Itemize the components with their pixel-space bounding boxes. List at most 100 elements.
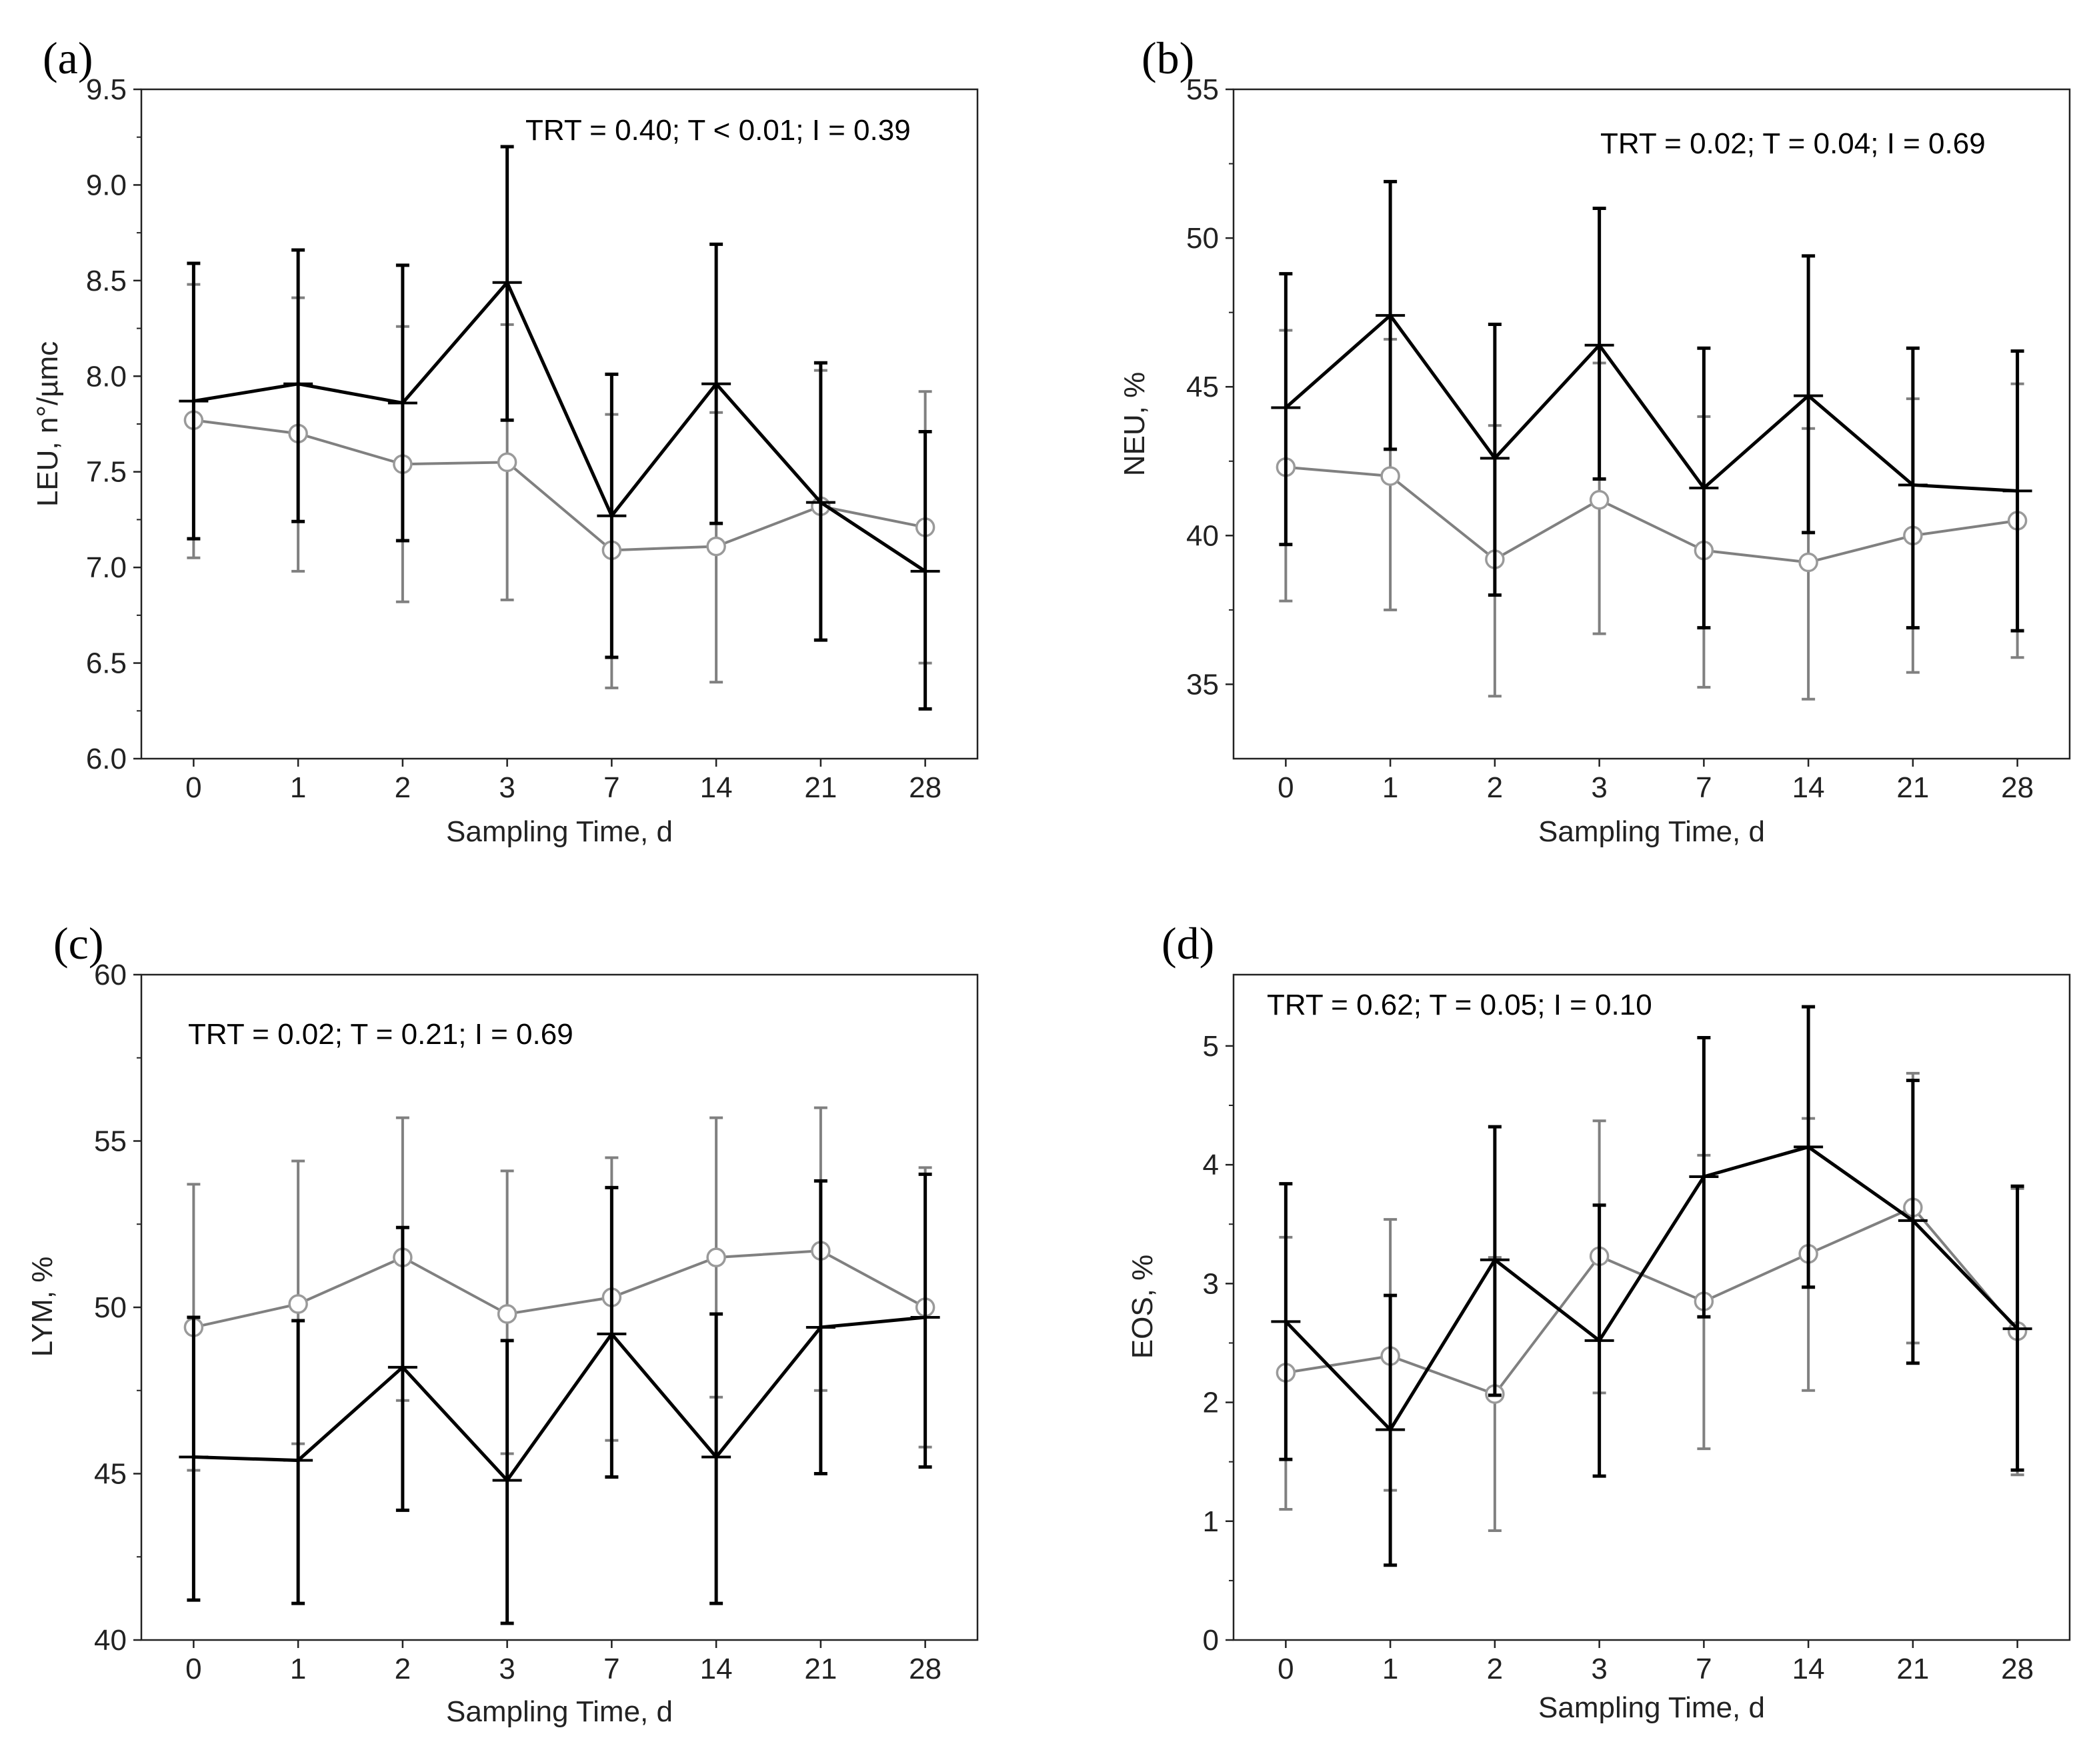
x-tick-label: 7	[603, 771, 619, 804]
plot-area	[140, 973, 979, 1641]
x-tick-label: 28	[2001, 771, 2034, 804]
data-point	[1376, 307, 1406, 324]
panel-label: (a)	[43, 33, 93, 83]
data-point	[1689, 1168, 1719, 1185]
data-point	[1589, 490, 1610, 510]
panel-label: (d)	[1162, 918, 1214, 969]
data-point	[805, 1319, 835, 1335]
data-point	[1898, 477, 1928, 493]
series-black	[1271, 179, 2032, 633]
x-tick-label: 2	[395, 1653, 411, 1685]
x-tick-label: 7	[1696, 771, 1712, 804]
plot-area	[1232, 88, 2071, 760]
data-point	[1794, 1139, 1824, 1155]
panel-label: (b)	[1142, 33, 1194, 83]
x-tick-label: 1	[290, 771, 306, 804]
x-tick-label: 21	[1896, 771, 1929, 804]
data-point	[1480, 450, 1510, 467]
data-point	[2002, 1321, 2032, 1337]
series-line	[1286, 465, 2018, 564]
x-tick-label: 3	[1591, 771, 1607, 804]
stats-annotation: TRT = 0.02; T = 0.04; I = 0.69	[1600, 127, 1986, 160]
y-tick-label: 7.0	[86, 551, 127, 584]
data-point	[492, 1472, 522, 1489]
data-point	[597, 1325, 627, 1342]
data-point	[283, 1452, 313, 1469]
y-tick-label: 7.5	[86, 456, 127, 489]
data-point	[1271, 1313, 1301, 1330]
x-tick-label: 2	[1487, 1653, 1503, 1685]
data-point	[910, 1309, 940, 1325]
y-tick-label: 35	[1186, 668, 1219, 701]
x-tick-label: 7	[603, 1653, 619, 1685]
series-black	[179, 1172, 940, 1625]
data-point	[1689, 479, 1719, 496]
data-point	[805, 494, 835, 511]
x-tick-label: 3	[499, 1653, 515, 1685]
x-tick-label: 0	[185, 1653, 201, 1685]
y-tick-label: 3	[1203, 1267, 1219, 1300]
y-tick-label: 8.0	[86, 360, 127, 393]
data-point	[387, 395, 417, 411]
y-tick-label: 40	[94, 1624, 127, 1657]
y-axis-title: LEU, n°/µmc	[31, 341, 64, 507]
stats-annotation: TRT = 0.40; T < 0.01; I = 0.39	[525, 114, 911, 147]
y-tick-label: 2	[1203, 1387, 1219, 1419]
y-axis-title: LYM, %	[26, 1257, 59, 1357]
x-tick-label: 0	[1278, 771, 1294, 804]
chart-panel-b: 35 40 45 50 55 0 1 2 3 7 14 21 28 Sampling Time, d NEU…	[1118, 33, 2071, 848]
data-point	[283, 375, 313, 392]
x-tick-label: 14	[700, 771, 733, 804]
data-point	[706, 536, 726, 557]
data-point	[1798, 552, 1818, 573]
series-line	[193, 279, 927, 573]
series-line	[193, 1249, 926, 1329]
y-tick-label: 9.0	[86, 169, 127, 201]
data-point	[1898, 1212, 1928, 1229]
x-tick-label: 2	[1487, 771, 1503, 804]
data-point	[288, 1294, 308, 1314]
x-tick-label: 0	[1278, 1653, 1294, 1685]
x-tick-label: 3	[1591, 1653, 1607, 1685]
x-axis-title: Sampling Time, d	[1538, 1691, 1765, 1724]
y-tick-label: 55	[94, 1125, 127, 1158]
plot-area	[140, 88, 979, 760]
data-point	[701, 1449, 731, 1465]
y-tick-label: 40	[1186, 519, 1219, 552]
series-line	[193, 1315, 925, 1483]
x-tick-label: 21	[804, 1653, 837, 1685]
data-point	[1794, 387, 1824, 404]
x-tick-label: 1	[290, 1653, 306, 1685]
x-axis-title: Sampling Time, d	[446, 815, 673, 848]
x-tick-label: 3	[499, 771, 515, 804]
x-tick-label: 1	[1382, 1653, 1398, 1685]
data-point	[179, 1449, 209, 1465]
data-point	[387, 1359, 417, 1375]
data-point	[706, 1247, 726, 1267]
y-tick-label: 50	[94, 1291, 127, 1324]
x-tick-label: 21	[804, 771, 837, 804]
y-tick-label: 45	[1186, 371, 1219, 403]
y-axis-title: EOS, %	[1126, 1255, 1159, 1359]
y-tick-label: 9.5	[86, 73, 127, 106]
data-point	[1584, 1332, 1614, 1349]
plot-area	[1232, 973, 2071, 1641]
y-tick-label: 60	[94, 959, 127, 991]
data-point	[1480, 1251, 1510, 1268]
data-point	[597, 507, 627, 524]
data-point	[1271, 399, 1301, 416]
series-line	[1284, 1145, 2019, 1433]
series-black	[1271, 1005, 2032, 1567]
y-tick-label: 50	[1186, 222, 1219, 255]
y-tick-label: 45	[94, 1458, 127, 1491]
chart-panel-c: 40 45 50 55 60 0 1 2 3 7 14 21 28 Sampling Time, d LYM…	[26, 918, 979, 1728]
x-tick-label: 28	[909, 771, 941, 804]
series-line	[1286, 1205, 2019, 1396]
x-tick-label: 14	[1792, 1653, 1825, 1685]
data-point	[497, 1304, 517, 1324]
x-axis-title: Sampling Time, d	[446, 1695, 673, 1728]
chart-panel-d: 0 1 2 3 4 5 0 1 2 3 7 14 21 28 Sampling Time, d EOS, % T…	[1126, 918, 2071, 1724]
chart-panel-a: 6.0 6.5 7.0 7.5 8.0 8.5 9.0 9.5 0 1 2 3 7 14 21 28 Sampl…	[31, 33, 979, 848]
data-point	[179, 393, 209, 409]
